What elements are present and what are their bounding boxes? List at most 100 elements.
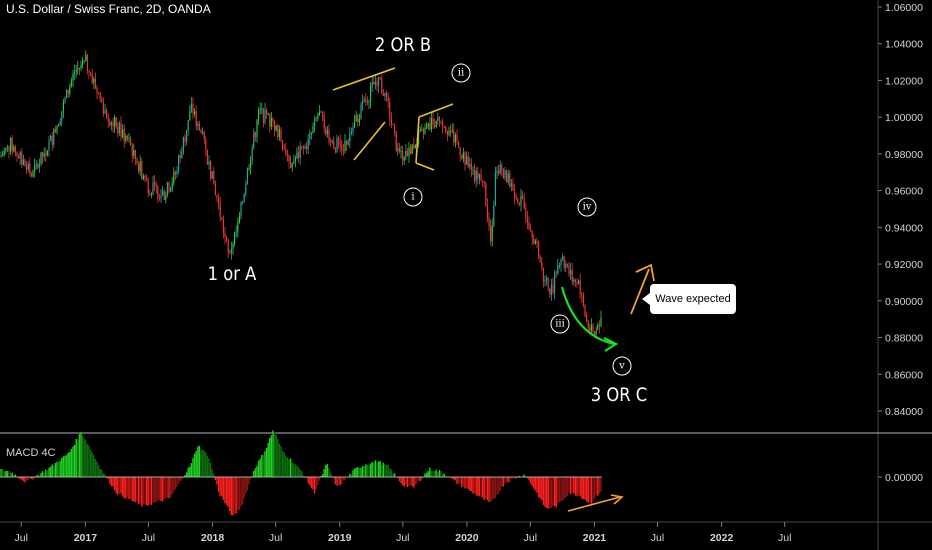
candle-body [422,129,424,134]
candle-body [498,170,500,174]
candle-body [378,77,380,86]
candle-body [528,222,530,230]
macd-bar [353,468,356,477]
macd-bar [357,467,359,477]
candle-body [370,86,372,102]
candle-body [235,231,237,234]
candle-body [474,169,476,181]
candle-body [138,163,140,172]
macd-bar [251,476,253,477]
candle-body [502,169,504,178]
candle-body [350,131,352,134]
macd-bar [523,474,525,477]
macd-bar [531,477,533,487]
candle-body [381,78,383,95]
candle-body [162,190,164,196]
macd-bar [144,477,146,505]
macd-bar [414,477,417,486]
macd-bar [78,434,81,477]
candle-body [554,272,556,293]
y-tick-label: 0.90000 [885,296,923,308]
candle-body [379,77,381,79]
candle-body [517,199,519,204]
x-tick-label: Jul [15,532,28,544]
macd-bar [358,467,361,477]
macd-bar [454,477,457,481]
candle-body [50,135,52,141]
candle-body [165,195,167,200]
macd-bar [587,477,589,503]
macd-bar [142,477,145,505]
candle-body [264,109,266,123]
candle-body [270,118,272,127]
macd-bar [341,477,343,485]
macd-bar [25,477,28,481]
macd-bar [403,477,405,487]
macd-bar [54,462,57,477]
macd-bar [581,477,583,499]
macd-bar [400,477,402,484]
macd-bar [222,477,225,500]
macd-bar [104,474,106,477]
candle-body [250,160,252,169]
candle-body [190,103,192,112]
candle-body [77,68,79,71]
candle-body [83,60,85,62]
macd-bar [469,477,471,492]
candle-body [40,152,42,164]
macd-bar [437,471,439,477]
macd-bar [478,477,481,497]
candle-body [558,265,560,266]
macd-bar [560,477,562,502]
candle-body [312,126,314,133]
subwave-ii-label: ii [451,63,471,83]
macd-bar [286,457,289,477]
macd-bar [235,477,237,514]
y-tick-label: 0.84000 [885,406,923,418]
macd-bar [102,473,105,477]
candle-body [358,119,360,123]
macd-bar [192,458,194,477]
candle-body [262,108,264,123]
candle-body [290,161,292,168]
candle-body [520,195,522,205]
macd-bar [595,477,597,496]
macd-bar [432,471,434,477]
candle-body [224,232,226,238]
macd-bar [105,477,108,478]
macd-bar [89,449,92,477]
candle-body [120,122,122,137]
candle-body [59,120,61,125]
macd-bar [229,477,231,512]
candle-body [86,55,88,71]
macd-bar [528,477,530,481]
macd-bar [459,477,461,484]
macd-bar [67,452,69,477]
candle-body [61,111,63,121]
candle-body [283,148,285,150]
candle-body [261,108,263,110]
macd-bar [368,464,370,477]
candle-body [285,149,287,155]
candle-body [362,100,364,105]
candle-body [432,118,434,126]
macd-bar [6,470,9,477]
candle-body [365,99,367,102]
candle-body [586,315,588,322]
candle-body [384,92,386,97]
candle-body [589,327,591,331]
macd-bar [424,473,426,477]
macd-bar [73,444,76,477]
macd-bar [131,477,133,502]
candle-body [246,168,248,185]
macd-bar [296,465,298,477]
macd-bar [189,466,191,477]
candle-body [256,120,258,137]
candle-body [3,150,5,155]
macd-bar [496,477,498,495]
candle-body [542,267,544,282]
candle-body [541,262,543,268]
candle-body [454,134,456,143]
macd-bar [558,477,561,503]
macd-bar [536,477,538,493]
